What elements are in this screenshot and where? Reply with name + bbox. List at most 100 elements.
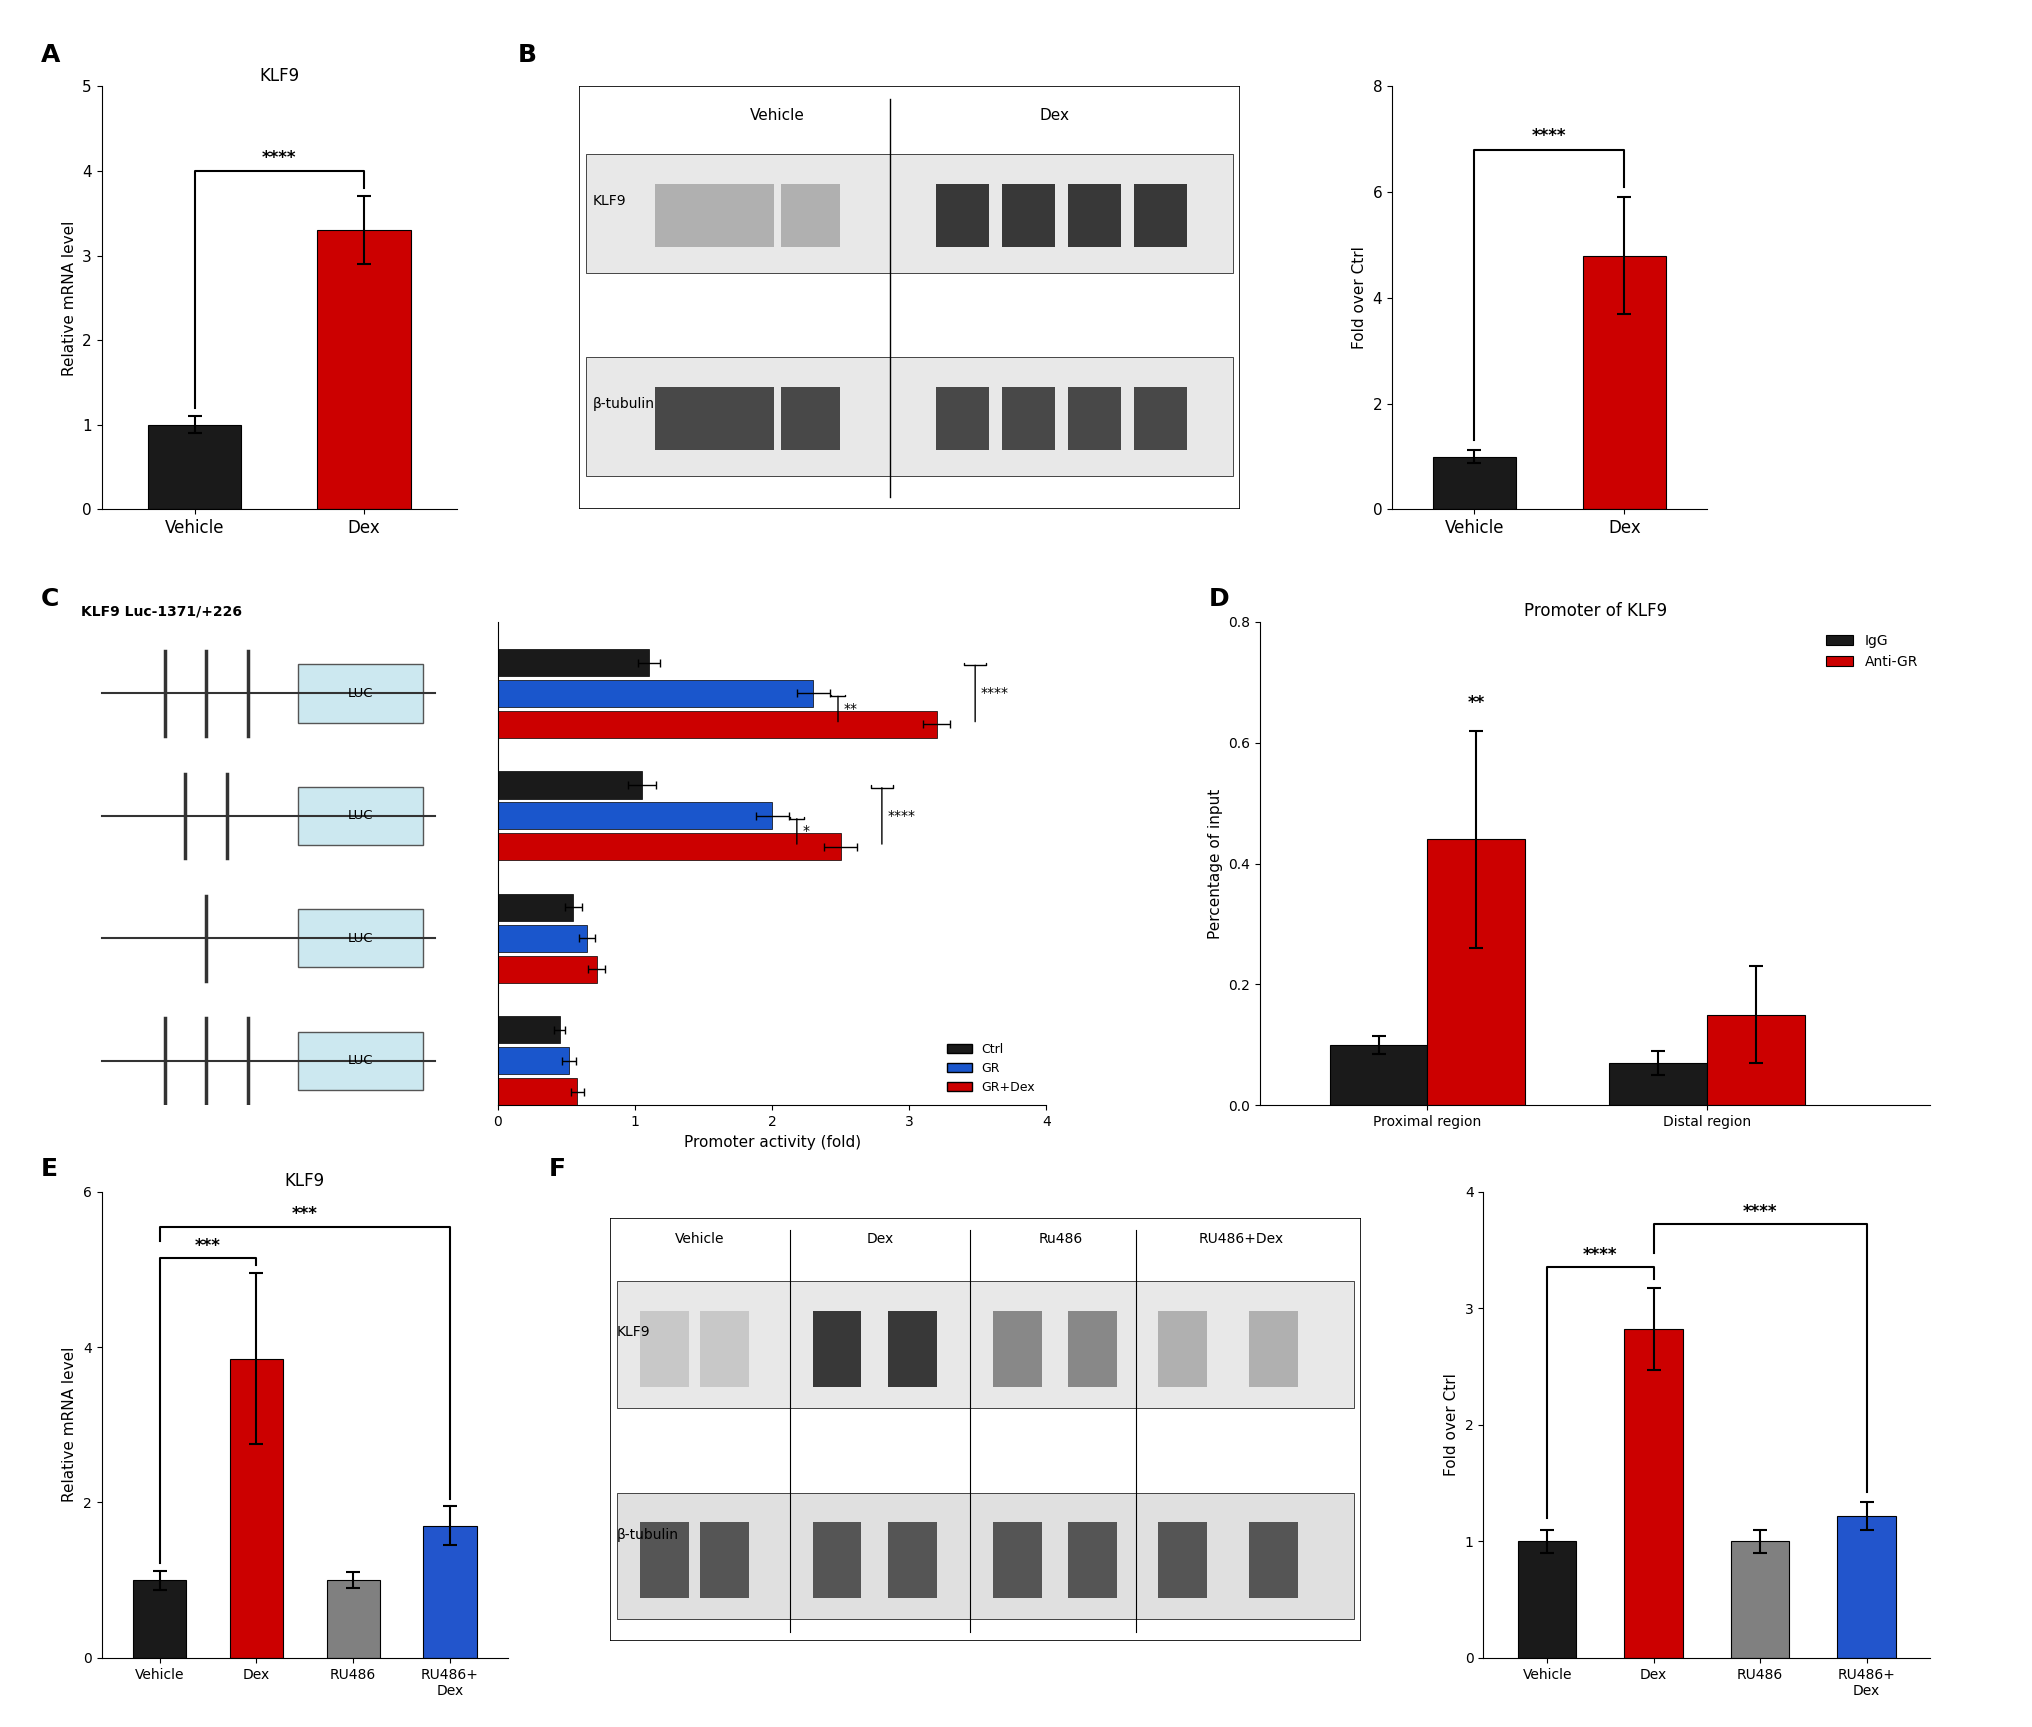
- Text: ****: ****: [1583, 1245, 1617, 1264]
- Y-axis label: Fold over Ctrl: Fold over Ctrl: [1445, 1373, 1459, 1477]
- Text: E: E: [41, 1157, 57, 1181]
- Bar: [498, 1047, 569, 1074]
- Bar: [1624, 1330, 1682, 1658]
- Text: ****: ****: [1743, 1202, 1778, 1221]
- Bar: [1134, 183, 1187, 247]
- Legend: IgG, Anti-GR: IgG, Anti-GR: [1821, 629, 1924, 675]
- Text: B: B: [518, 43, 536, 67]
- Y-axis label: Relative mRNA level: Relative mRNA level: [61, 221, 77, 375]
- Text: **: **: [1467, 694, 1485, 713]
- Title: KLF9: KLF9: [284, 1173, 325, 1190]
- X-axis label: Promoter activity (fold): Promoter activity (fold): [683, 1135, 862, 1150]
- Text: KLF9 Luc-1371/+226: KLF9 Luc-1371/+226: [81, 604, 242, 618]
- Bar: [1069, 183, 1122, 247]
- Bar: [1158, 1311, 1207, 1387]
- FancyBboxPatch shape: [299, 788, 423, 845]
- Bar: [994, 1521, 1042, 1599]
- Bar: [640, 1311, 689, 1387]
- FancyBboxPatch shape: [299, 665, 423, 722]
- Bar: [498, 834, 841, 860]
- Bar: [618, 1281, 1353, 1408]
- Text: Dex: Dex: [866, 1231, 894, 1245]
- Bar: [699, 1311, 748, 1387]
- Text: ***: ***: [195, 1237, 221, 1254]
- Text: ****: ****: [981, 687, 1008, 701]
- Text: **: **: [843, 701, 858, 717]
- Text: A: A: [41, 43, 61, 67]
- Bar: [1426, 839, 1526, 1105]
- Title: KLF9: KLF9: [260, 67, 299, 85]
- Text: β-tubulin: β-tubulin: [618, 1528, 679, 1542]
- Text: ****: ****: [262, 149, 297, 168]
- Text: LUC: LUC: [347, 810, 374, 822]
- Text: ***: ***: [293, 1205, 317, 1223]
- Bar: [327, 1580, 380, 1658]
- Text: LUC: LUC: [347, 1053, 374, 1067]
- Bar: [1329, 1045, 1426, 1105]
- Bar: [780, 183, 839, 247]
- Bar: [935, 183, 988, 247]
- Bar: [813, 1521, 862, 1599]
- Legend: Ctrl, GR, GR+Dex: Ctrl, GR, GR+Dex: [941, 1038, 1040, 1098]
- Bar: [1583, 256, 1666, 509]
- Bar: [1002, 387, 1055, 451]
- Bar: [888, 1311, 937, 1387]
- Text: RU486+Dex: RU486+Dex: [1199, 1231, 1284, 1245]
- Bar: [1707, 1015, 1804, 1105]
- Bar: [780, 387, 839, 451]
- Bar: [715, 387, 774, 451]
- Bar: [498, 895, 573, 920]
- Bar: [230, 1359, 282, 1658]
- Text: F: F: [549, 1157, 565, 1181]
- Text: *: *: [803, 824, 809, 838]
- Bar: [498, 1015, 559, 1043]
- Bar: [1731, 1540, 1790, 1658]
- Title: Promoter of KLF9: Promoter of KLF9: [1524, 603, 1666, 620]
- Bar: [1609, 1062, 1707, 1105]
- Bar: [654, 183, 715, 247]
- Bar: [654, 387, 715, 451]
- Text: LUC: LUC: [347, 933, 374, 945]
- Bar: [498, 924, 587, 952]
- Bar: [1837, 1516, 1896, 1658]
- Bar: [1134, 387, 1187, 451]
- Y-axis label: Fold over Ctrl: Fold over Ctrl: [1351, 247, 1368, 349]
- Bar: [498, 649, 648, 677]
- FancyBboxPatch shape: [299, 1031, 423, 1090]
- Text: Vehicle: Vehicle: [675, 1231, 725, 1245]
- Text: Vehicle: Vehicle: [750, 109, 805, 123]
- Bar: [618, 1492, 1353, 1620]
- Bar: [1158, 1521, 1207, 1599]
- Bar: [1069, 387, 1122, 451]
- Bar: [715, 183, 774, 247]
- Bar: [132, 1580, 187, 1658]
- Bar: [498, 1078, 577, 1105]
- Y-axis label: Relative mRNA level: Relative mRNA level: [63, 1347, 77, 1502]
- Bar: [423, 1527, 478, 1658]
- Bar: [813, 1311, 862, 1387]
- Bar: [498, 803, 772, 829]
- Text: KLF9: KLF9: [618, 1325, 650, 1338]
- Text: Ru486: Ru486: [1038, 1231, 1083, 1245]
- Text: β-tubulin: β-tubulin: [593, 397, 654, 411]
- Bar: [1248, 1311, 1298, 1387]
- Text: D: D: [1209, 587, 1229, 611]
- Bar: [1069, 1521, 1118, 1599]
- Text: ****: ****: [888, 808, 914, 822]
- Bar: [935, 387, 988, 451]
- Bar: [699, 1521, 748, 1599]
- Bar: [640, 1521, 689, 1599]
- Bar: [1069, 1311, 1118, 1387]
- Bar: [1433, 456, 1516, 509]
- Bar: [498, 772, 642, 798]
- Bar: [1002, 183, 1055, 247]
- Bar: [498, 680, 813, 706]
- Text: ****: ****: [1532, 126, 1567, 145]
- Text: Dex: Dex: [1040, 109, 1069, 123]
- Y-axis label: Percentage of input: Percentage of input: [1207, 788, 1223, 939]
- Bar: [498, 955, 597, 983]
- Text: KLF9: KLF9: [593, 193, 626, 207]
- FancyBboxPatch shape: [299, 908, 423, 967]
- Bar: [498, 712, 937, 737]
- Text: LUC: LUC: [347, 687, 374, 699]
